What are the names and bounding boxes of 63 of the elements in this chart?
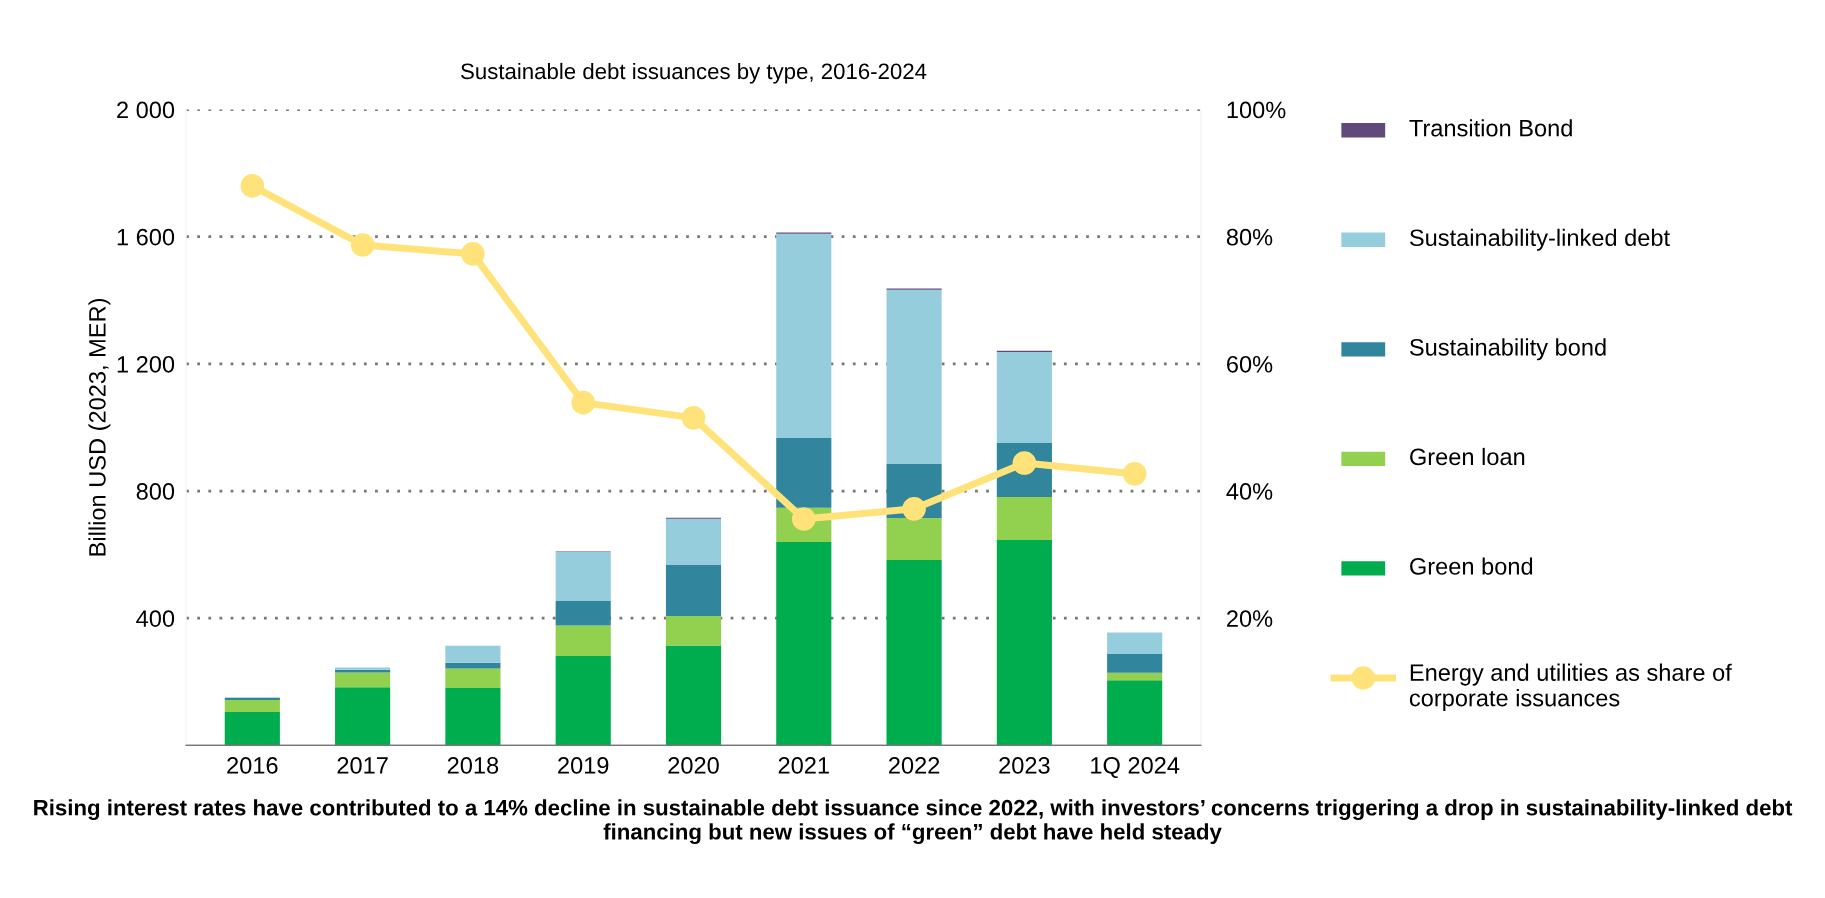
- legend-label: Sustainability bond: [1409, 338, 1606, 361]
- y-tick-label: 2 000: [117, 101, 175, 119]
- point: [350, 233, 375, 257]
- bar: [776, 541, 832, 746]
- bar: [996, 497, 1052, 540]
- point: [571, 390, 596, 415]
- bar: [445, 645, 501, 663]
- bar: [555, 625, 611, 657]
- point: [902, 497, 926, 521]
- bar: [1107, 654, 1163, 673]
- bar: [776, 437, 832, 508]
- text: Rising interest rates have contributed to a 14% decline in sustainable debt issuance since 2022, with investors’ concerns triggering a drop in sustainability-linked debt financing but new issues of “green” debt have held steady: [34, 799, 1793, 845]
- bar: [335, 687, 391, 746]
- y2-tick-label: 20%: [1227, 610, 1273, 627]
- bar: [224, 699, 280, 712]
- y-axis-title: Billion USD (2023, MER): [88, 299, 111, 556]
- x-tick-label: 2018: [447, 757, 499, 774]
- legend-label: Green loan: [1410, 447, 1525, 466]
- bar: [1107, 672, 1163, 681]
- bar: [224, 711, 280, 746]
- legend-label: Sustainability-linked debt: [1409, 228, 1670, 251]
- legend-label: Green bond: [1410, 557, 1533, 575]
- y-tick-label: 1 600: [117, 228, 175, 246]
- y2-tick-label: 100%: [1227, 101, 1286, 119]
- bar: [776, 233, 832, 438]
- y2-tick-label: 60%: [1227, 355, 1273, 373]
- legend-label: Energy and utilities as share of corporate issuances: [1409, 663, 1732, 712]
- bar: [996, 539, 1052, 746]
- bar: [445, 668, 501, 689]
- bar: [665, 645, 722, 746]
- bar: [665, 565, 722, 616]
- bar: [886, 289, 942, 465]
- point: [461, 242, 485, 266]
- y2-tick-label: 40%: [1226, 483, 1273, 500]
- point: [240, 174, 265, 198]
- x-tick-label: 2020: [668, 757, 719, 774]
- x-tick-label: 2023: [999, 757, 1050, 774]
- bar: [555, 601, 611, 626]
- bar: [996, 352, 1052, 444]
- point: [1122, 462, 1147, 486]
- y-tick-label: 1 200: [117, 355, 175, 373]
- bar: [665, 615, 722, 646]
- x-tick-label: 2019: [558, 757, 609, 774]
- x-tick-label: 2016: [227, 757, 278, 774]
- x-tick-label: 1Q 2024: [1091, 757, 1180, 779]
- bar: [886, 560, 942, 746]
- x-tick-label: 2022: [889, 757, 940, 774]
- bar: [665, 518, 722, 566]
- y2-tick-label: 80%: [1226, 228, 1273, 246]
- x-tick-label: 2017: [337, 757, 388, 774]
- bar: [555, 552, 611, 602]
- y-tick-label: 800: [136, 483, 175, 500]
- bar: [886, 518, 942, 561]
- legend-label: Transition Bond: [1409, 119, 1572, 137]
- bar: [1107, 680, 1163, 746]
- bar: [445, 688, 501, 746]
- x-tick-label: 2021: [778, 757, 829, 774]
- bar: [335, 672, 391, 688]
- point: [681, 406, 706, 430]
- bar: [1107, 632, 1163, 655]
- bar: [555, 656, 611, 746]
- chart-title: Sustainable debt issuances by type, 2016-2024: [461, 62, 927, 84]
- y-tick-label: 400: [136, 610, 175, 627]
